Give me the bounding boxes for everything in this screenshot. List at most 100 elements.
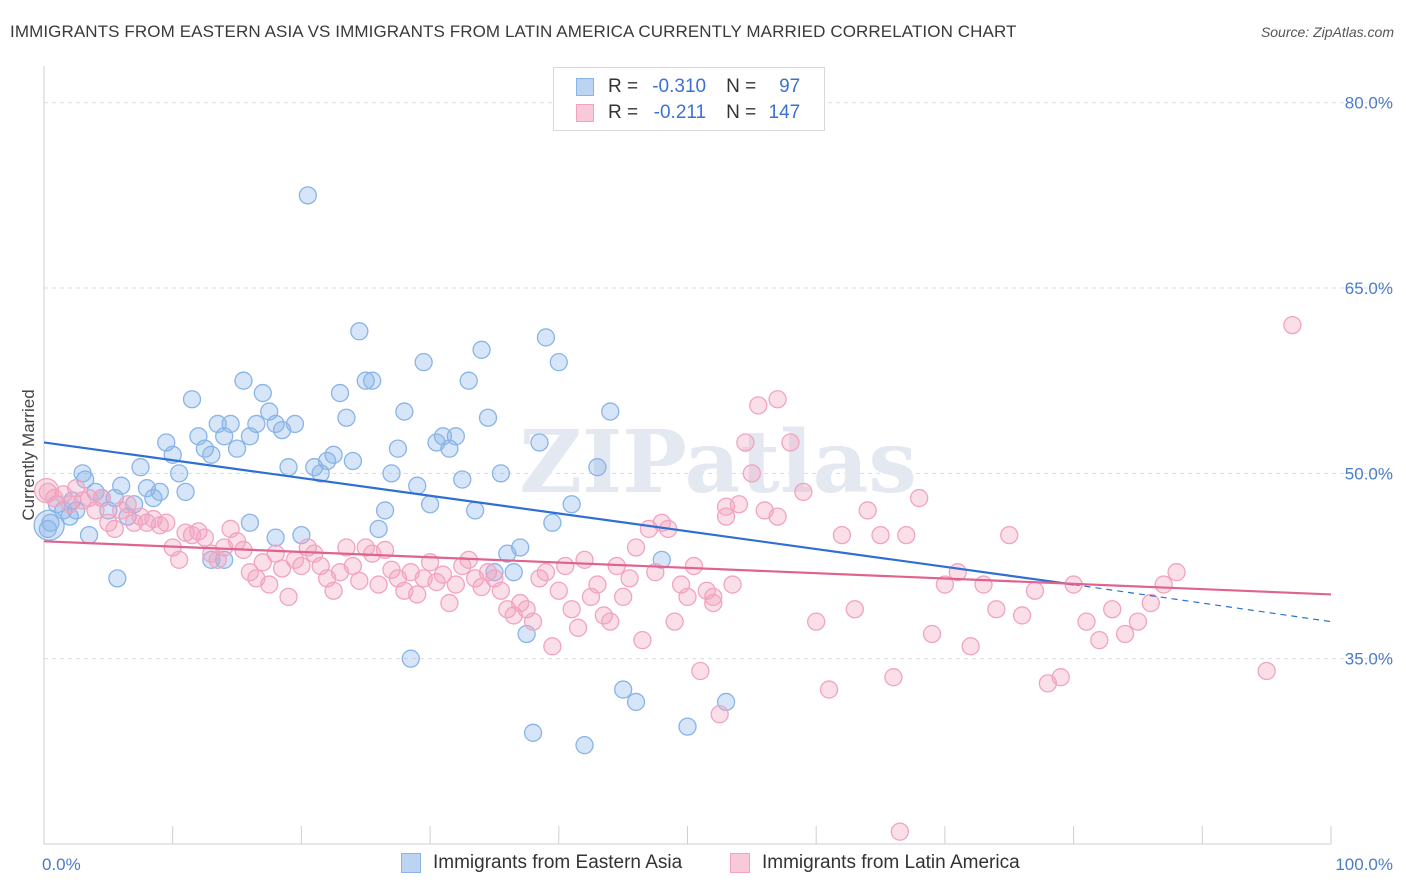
latin-america-point xyxy=(556,556,575,576)
legend-r-value: -0.211 xyxy=(653,102,707,123)
latin-america-point xyxy=(157,513,176,532)
eastern-asia-point xyxy=(575,736,594,755)
eastern-asia-point xyxy=(247,414,266,434)
y-tick-label: 65.0% xyxy=(1345,279,1393,298)
latin-america-point xyxy=(871,525,890,545)
latin-america-point xyxy=(1025,581,1045,600)
latin-america-point xyxy=(749,396,768,415)
eastern-asia-point xyxy=(536,328,556,347)
latin-america-point xyxy=(446,575,465,594)
latin-america-point xyxy=(710,705,729,724)
legend-swatch-pink xyxy=(730,853,750,873)
legend-item-latin-america[interactable]: Immigrants from Latin America xyxy=(730,852,1020,874)
eastern-asia-point xyxy=(150,482,169,502)
eastern-asia-point xyxy=(356,371,375,390)
latin-america-point xyxy=(562,600,581,619)
eastern-asia-point xyxy=(491,464,511,483)
eastern-asia-point xyxy=(614,680,633,699)
latin-america-point xyxy=(781,433,800,452)
latin-america-point xyxy=(678,587,697,607)
eastern-asia-point xyxy=(324,445,343,464)
eastern-asia-point xyxy=(472,340,491,359)
watermark: ZIPatlas xyxy=(519,412,917,513)
eastern-asia-point xyxy=(108,569,127,588)
latin-america-point xyxy=(118,495,137,514)
eastern-asia-point xyxy=(485,563,504,582)
legend-row-latin-america: R = -0.211 N = 147 xyxy=(576,100,800,126)
latin-america-point xyxy=(195,528,215,547)
eastern-asia-point xyxy=(543,513,562,532)
eastern-asia-point xyxy=(176,482,195,502)
latin-america-point xyxy=(92,488,112,508)
latin-america-point xyxy=(427,572,446,592)
latin-america-point xyxy=(1012,606,1032,625)
eastern-asia-point xyxy=(131,458,150,477)
eastern-asia-point xyxy=(240,513,260,532)
legend-item-eastern-asia[interactable]: Immigrants from Eastern Asia xyxy=(401,852,682,874)
eastern-asia-point xyxy=(459,371,478,390)
legend-n-value: 97 xyxy=(779,76,801,97)
latin-america-point xyxy=(324,581,343,600)
latin-america-point xyxy=(568,618,588,637)
legend-row-eastern-asia: R = -0.310 N = 97 xyxy=(576,74,800,100)
y-tick-labels: 80.0% 65.0% 50.0% 35.0% xyxy=(1345,94,1393,669)
latin-america-point xyxy=(491,581,511,600)
latin-america-point xyxy=(684,556,704,576)
latin-america-point xyxy=(935,575,955,594)
eastern-asia-point xyxy=(363,371,382,390)
eastern-asia-point xyxy=(408,476,427,495)
latin-america-point xyxy=(33,478,60,504)
latin-america-point xyxy=(260,575,279,594)
eastern-asia-point xyxy=(234,371,253,390)
x-tick-label-left: 0.0% xyxy=(42,855,81,874)
eastern-asia-point xyxy=(549,353,568,372)
eastern-asia-point xyxy=(388,439,408,458)
latin-america-point xyxy=(575,550,594,569)
latin-america-point xyxy=(337,538,356,557)
legend-r-label: R = xyxy=(608,102,639,123)
latin-america-point xyxy=(633,630,652,650)
eastern-asia-point xyxy=(227,439,247,458)
latin-america-point xyxy=(665,612,684,631)
eastern-asia-point xyxy=(601,402,620,421)
eastern-asia-point xyxy=(511,538,530,557)
eastern-asia-point xyxy=(79,525,99,545)
latin-america-point xyxy=(543,637,562,656)
eastern-asia-point xyxy=(401,649,420,668)
latin-america-point xyxy=(536,563,556,582)
eastern-asia-point xyxy=(182,390,202,409)
latin-america-point xyxy=(1051,668,1070,687)
eastern-asia-point xyxy=(202,445,221,464)
latin-america-point xyxy=(716,497,736,516)
latin-america-point xyxy=(646,563,665,582)
eastern-asia-point xyxy=(33,509,65,541)
series-legend: Immigrants from Eastern Asia Immigrants … xyxy=(0,850,1406,878)
latin-america-point xyxy=(768,507,787,526)
latin-america-point xyxy=(974,575,993,594)
latin-america-point xyxy=(1103,600,1122,619)
latin-america-point xyxy=(704,587,723,607)
eastern-asia-point xyxy=(414,353,433,372)
eastern-asia-point xyxy=(375,501,395,520)
latin-america-point xyxy=(794,482,813,502)
latin-america-point xyxy=(1000,525,1019,545)
eastern-asia-point xyxy=(112,476,131,495)
eastern-asia-point xyxy=(504,563,523,582)
latin-america-point xyxy=(961,637,980,656)
legend-swatch-blue xyxy=(401,853,421,873)
eastern-asia-point xyxy=(337,408,356,427)
eastern-asia-point xyxy=(530,433,549,452)
latin-america-point xyxy=(105,519,124,539)
eastern-asia-point xyxy=(285,414,305,434)
eastern-asia-point xyxy=(523,723,543,742)
latin-america-point xyxy=(922,624,942,644)
legend-n-label: N = xyxy=(726,102,757,123)
legend-r-label: R = xyxy=(608,76,639,97)
trend-line-eastern-asia xyxy=(43,441,1074,586)
latin-america-point xyxy=(742,464,761,483)
eastern-asia-point xyxy=(382,464,401,483)
legend-n-label: N = xyxy=(726,76,757,97)
latin-america-point xyxy=(350,571,369,590)
eastern-asia-point xyxy=(446,427,465,446)
